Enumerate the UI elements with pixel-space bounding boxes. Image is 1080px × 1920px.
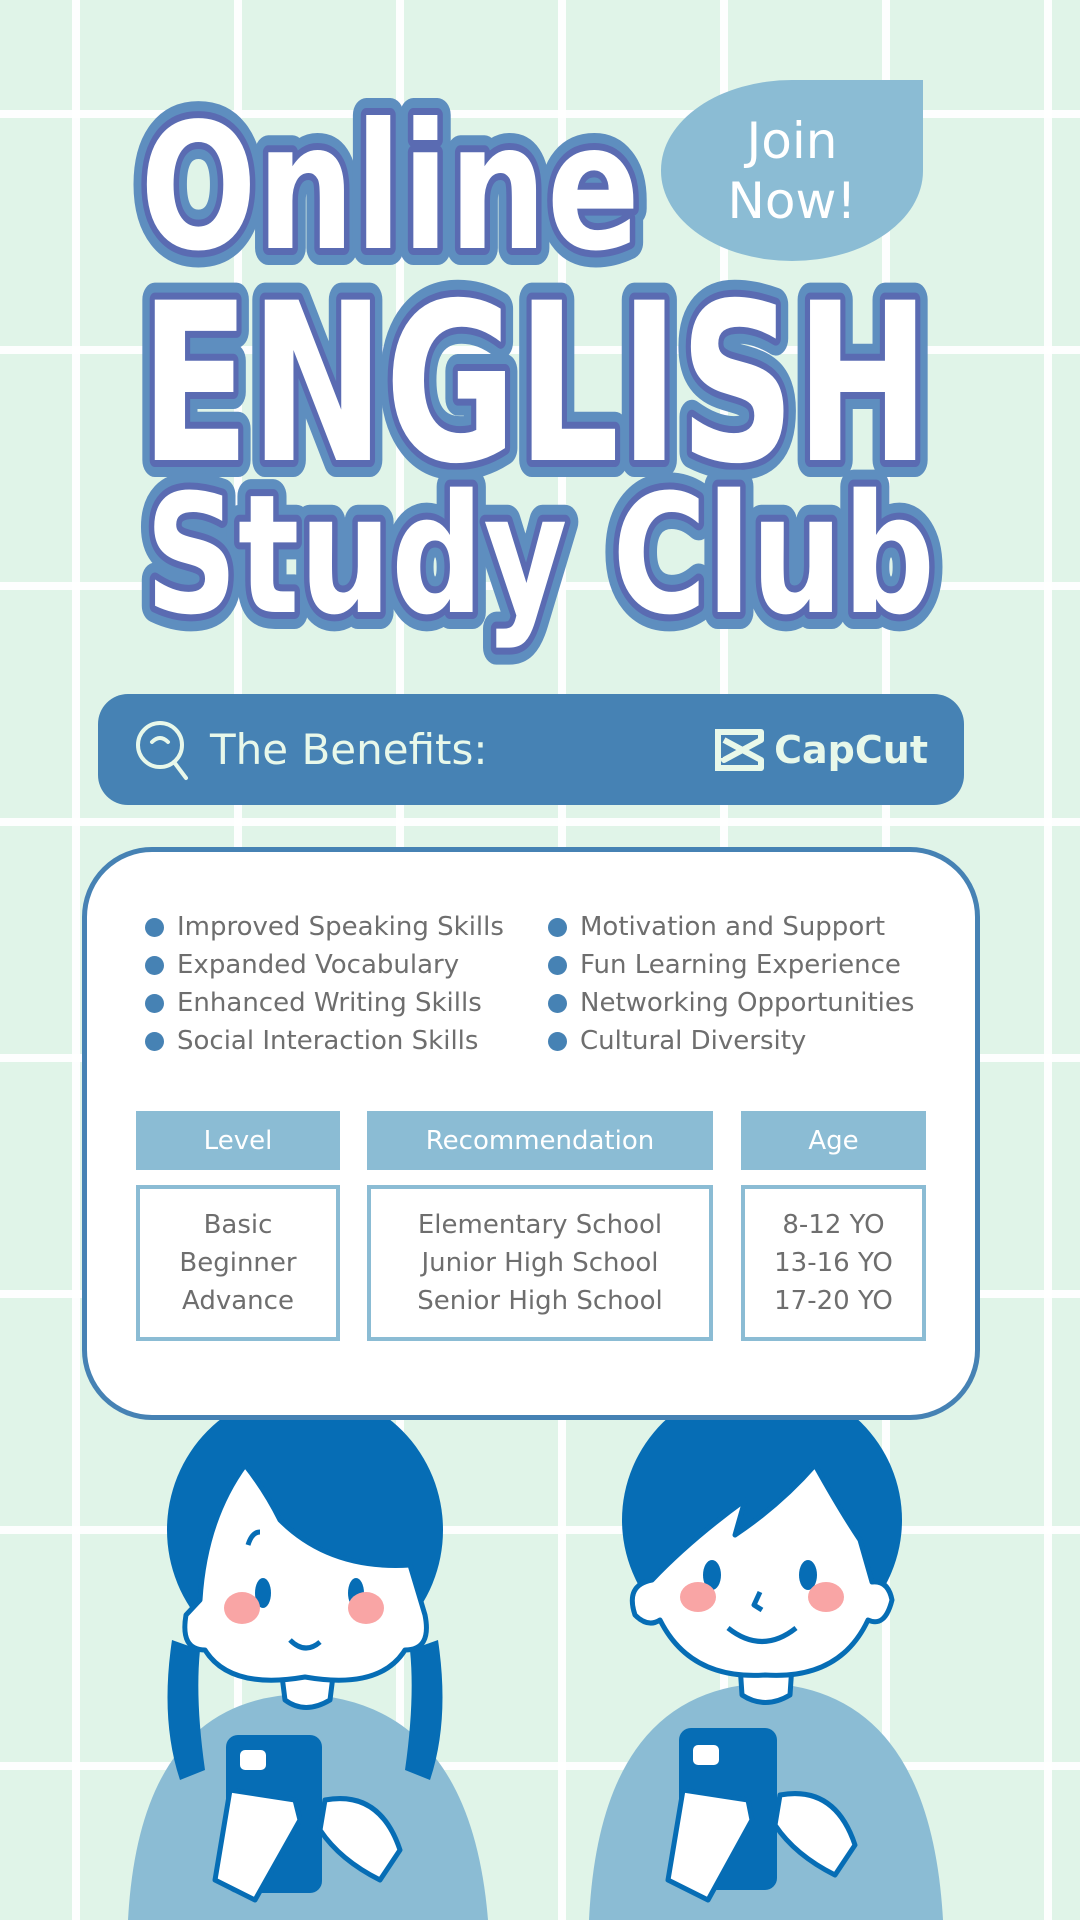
benefit-item: Motivation and Support [548,912,885,942]
bullet-icon [548,917,567,937]
bullet-icon [145,993,164,1013]
join-now-button[interactable]: Join Now! [661,80,923,261]
benefit-item: Cultural Diversity [548,1026,806,1056]
bullet-icon [548,955,567,975]
level-cell: Basic Beginner Advance [136,1185,340,1341]
svg-text:Online: Online [140,87,640,290]
benefit-item: Networking Opportunities [548,988,914,1018]
capcut-icon [715,728,765,771]
bullet-icon [145,955,164,975]
search-icon [136,720,188,780]
benefit-item: Social Interaction Skills [145,1026,478,1056]
header-age: Age [741,1111,926,1170]
join-line1: Join [746,111,838,170]
header-recommendation: Recommendation [367,1111,713,1170]
benefit-item: Expanded Vocabulary [145,950,459,980]
bullet-icon [548,1031,567,1051]
capcut-logo: CapCut [712,728,928,772]
age-cell: 8-12 YO 13-16 YO 17-20 YO [741,1185,926,1341]
girl-figure [128,1390,488,1920]
benefit-item: Improved Speaking Skills [145,912,504,942]
capcut-brand: CapCut [774,727,928,772]
benefits-label: The Benefits: [210,725,488,774]
svg-text:Online: Online [140,87,640,290]
svg-text:ENGLISH: ENGLISH [140,256,930,512]
kids-illustration [128,1382,943,1920]
header-level: Level [136,1111,340,1170]
svg-text:ENGLISH: ENGLISH [140,256,930,512]
boy-figure [589,1382,943,1920]
join-line2: Now! [727,171,857,230]
benefit-item: Enhanced Writing Skills [145,988,482,1018]
svg-text:Study Club: Study Club [145,459,935,651]
bullet-icon [548,993,567,1013]
bullet-icon [145,1031,164,1051]
benefits-banner: The Benefits: CapCut [98,694,964,805]
recommendation-cell: Elementary School Junior High School Senio… [367,1185,713,1341]
title-graphic: Online Online ENGLISH ENGLISH Study Club… [123,70,952,668]
title-online: Online Online [123,70,657,307]
benefit-item: Fun Learning Experience [548,950,901,980]
svg-text:Study Club: Study Club [145,459,935,651]
title-english: ENGLISH ENGLISH [123,239,947,529]
title-study-club: Study Club Study Club [128,442,952,668]
bullet-icon [145,917,164,937]
